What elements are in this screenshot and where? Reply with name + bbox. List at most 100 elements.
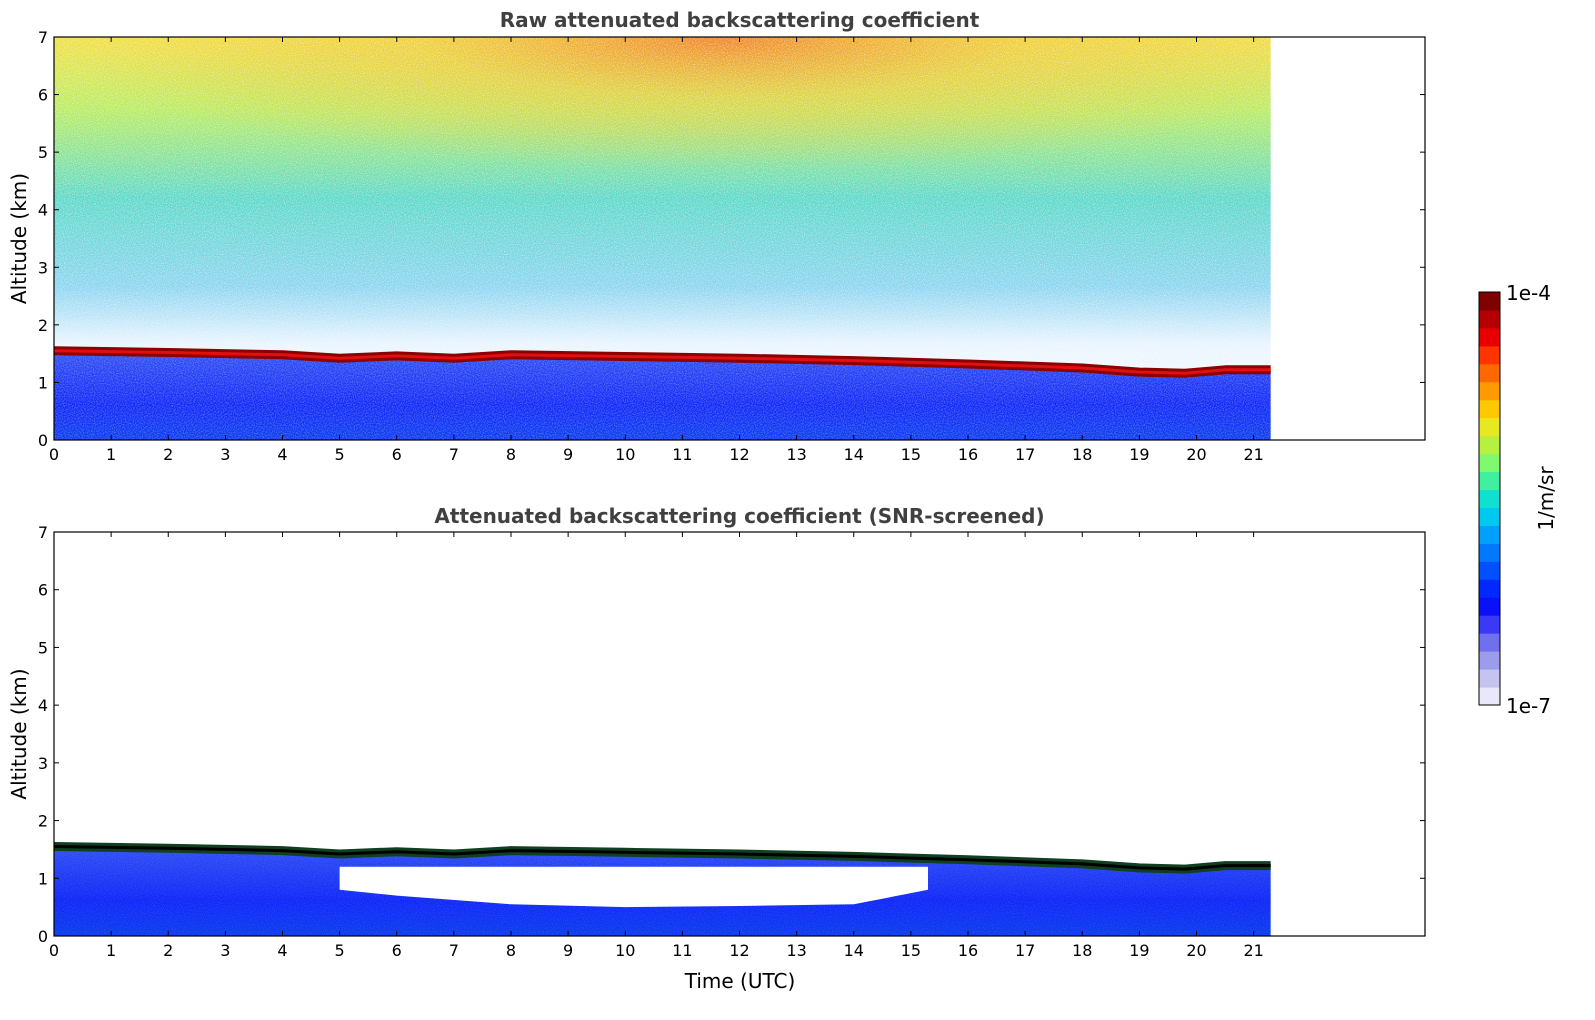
x-tick-label: 16 [958, 941, 978, 960]
y-tick-label: 1 [38, 869, 48, 888]
snr-screened-gap [339, 866, 929, 908]
y-axis-label: Altitude (km) [7, 668, 31, 799]
x-tick-label: 3 [220, 941, 230, 960]
x-tick-label: 8 [506, 445, 516, 464]
x-tick-label: 19 [1129, 445, 1149, 464]
x-tick-label: 16 [958, 445, 978, 464]
x-tick-label: 20 [1186, 445, 1206, 464]
x-tick-label: 4 [277, 941, 287, 960]
x-tick-label: 11 [672, 445, 692, 464]
y-tick-label: 6 [38, 86, 48, 105]
x-tick-label: 0 [49, 445, 59, 464]
colorbar-swatch [1479, 453, 1500, 473]
colorbar-swatch [1479, 543, 1500, 562]
x-tick-label: 0 [49, 941, 59, 960]
colorbar-swatch [1479, 651, 1500, 670]
x-tick-label: 5 [335, 941, 345, 960]
layer-top-line [54, 845, 1271, 871]
x-tick-label: 14 [844, 941, 864, 960]
panel-title: Raw attenuated backscattering coefficien… [500, 8, 980, 32]
colorbar-swatch [1479, 579, 1500, 598]
x-tick-label: 9 [563, 941, 573, 960]
colorbar-swatch [1479, 687, 1500, 706]
y-tick-label: 5 [38, 143, 48, 162]
x-tick-label: 8 [506, 941, 516, 960]
x-tick-label: 1 [106, 941, 116, 960]
y-tick-label: 7 [38, 523, 48, 542]
x-tick-label: 10 [615, 941, 635, 960]
boundary-layer-speckle [54, 350, 1271, 440]
colorbar-swatches [1479, 292, 1500, 706]
colorbar-swatch [1479, 489, 1500, 508]
colorbar-swatch [1479, 471, 1500, 491]
x-tick-label: 6 [392, 941, 402, 960]
snr-screened-panel: Attenuated backscattering coefficient (S… [7, 504, 1426, 993]
x-tick-label: 13 [786, 445, 806, 464]
colorbar-swatch [1479, 669, 1500, 688]
x-tick-label: 7 [449, 445, 459, 464]
x-tick-label: 15 [901, 445, 921, 464]
y-axis-ticks: 0 1 2 3 4 5 6 7 [38, 523, 1425, 946]
y-tick-label: 3 [38, 258, 48, 277]
y-tick-label: 7 [38, 28, 48, 47]
colorbar-min-label: 1e-7 [1506, 694, 1551, 718]
x-tick-label: 18 [1072, 941, 1092, 960]
colorbar-swatch [1479, 525, 1500, 544]
x-tick-label: 1 [106, 445, 116, 464]
x-tick-label: 15 [901, 941, 921, 960]
y-tick-label: 3 [38, 754, 48, 773]
y-tick-label: 6 [38, 581, 48, 600]
panel-title: Attenuated backscattering coefficient (S… [434, 504, 1044, 528]
y-tick-label: 4 [38, 201, 48, 220]
x-axis-ticks: 0 1 2 3 4 5 6 7 8 9 10 11 12 13 14 15 16 17 18 19 20 21 [49, 532, 1264, 960]
colorbar-swatch [1479, 633, 1500, 652]
colorbar-swatch [1479, 615, 1500, 634]
y-tick-label: 4 [38, 696, 48, 715]
colorbar-swatch [1479, 435, 1500, 455]
x-tick-label: 13 [786, 941, 806, 960]
colorbar-swatch [1479, 597, 1500, 616]
x-tick-label: 18 [1072, 445, 1092, 464]
x-tick-label: 6 [392, 445, 402, 464]
y-tick-label: 2 [38, 316, 48, 335]
colorbar-unit-label: 1/m/sr [1534, 466, 1558, 531]
colorbar-swatch [1479, 381, 1500, 401]
x-tick-label: 4 [277, 445, 287, 464]
heatmap-area [54, 37, 1271, 440]
y-axis-ticks: 0 1 2 3 4 5 6 7 [38, 28, 1425, 450]
y-axis-label: Altitude (km) [7, 173, 31, 304]
colorbar: 1e-4 1e-7 1/m/sr [1478, 281, 1558, 718]
colorbar-swatch [1479, 345, 1500, 365]
colorbar-swatch [1479, 507, 1500, 526]
x-tick-label: 3 [220, 445, 230, 464]
x-tick-label: 21 [1243, 941, 1263, 960]
x-tick-label: 9 [563, 445, 573, 464]
heatmap-area [54, 842, 1271, 936]
colorbar-max-label: 1e-4 [1506, 281, 1551, 305]
layer-top-line [54, 349, 1271, 375]
x-tick-label: 7 [449, 941, 459, 960]
x-tick-label: 11 [672, 941, 692, 960]
x-tick-label: 12 [729, 445, 749, 464]
colorbar-swatch [1479, 399, 1500, 419]
x-axis-label: Time (UTC) [684, 969, 796, 993]
y-tick-label: 1 [38, 373, 48, 392]
x-tick-label: 21 [1243, 445, 1263, 464]
x-axis-ticks: 0 1 2 3 4 5 6 7 8 9 10 11 12 13 14 15 16 17 18 19 20 21 [49, 37, 1264, 464]
x-tick-label: 10 [615, 445, 635, 464]
x-tick-label: 2 [163, 445, 173, 464]
colorbar-frame [1478, 291, 1501, 706]
x-tick-label: 17 [1015, 941, 1035, 960]
raw-backscatter-panel: Raw attenuated backscattering coefficien… [7, 8, 1426, 464]
colorbar-swatch [1479, 363, 1500, 383]
x-tick-label: 5 [335, 445, 345, 464]
x-tick-label: 14 [844, 445, 864, 464]
x-tick-label: 19 [1129, 941, 1149, 960]
x-tick-label: 17 [1015, 445, 1035, 464]
colorbar-swatch [1479, 417, 1500, 437]
y-tick-label: 0 [38, 431, 48, 450]
colorbar-swatch [1479, 292, 1500, 311]
y-tick-label: 0 [38, 927, 48, 946]
x-tick-label: 2 [163, 941, 173, 960]
